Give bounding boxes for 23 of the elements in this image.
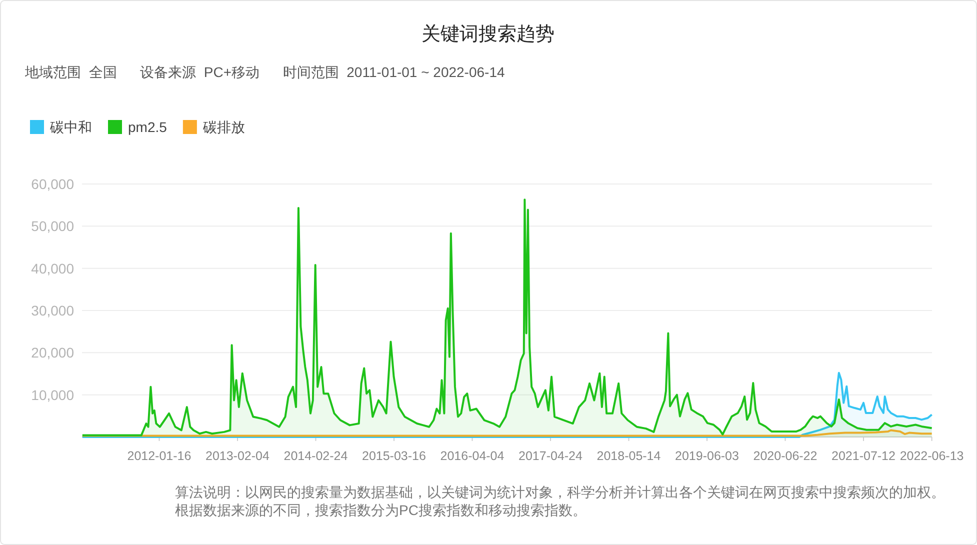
legend-label: pm2.5 [128,119,168,135]
x-tick-label: 2013-02-04 [206,449,270,463]
chart-subtitle: 地域范围 全国 设备来源 PC+移动 时间范围 2011-01-01 ~ 2022-06-14 [24,64,505,80]
y-tick-label: 10,000 [31,386,74,403]
x-tick-label: 2015-03-16 [362,449,426,463]
y-tick-label: 60,000 [31,176,74,192]
chart-title: 关键词搜索趋势 [422,24,554,45]
y-tick-label: 30,000 [31,302,74,318]
y-tick-label: 40,000 [31,260,74,276]
y-tick-label: 20,000 [31,344,74,361]
x-tick-label: 2017-04-24 [518,449,583,463]
legend-label: 碳排放 [202,119,245,135]
x-tick-label: 2020-06-22 [753,449,818,463]
y-tick-label: 50,000 [31,218,74,234]
x-tick-label: 2014-02-24 [284,449,348,463]
x-tick-label: 2016-04-04 [440,449,504,463]
legend-label: 碳中和 [49,119,92,135]
x-tick-label: 2018-05-14 [596,449,661,463]
x-tick-label: 2019-06-03 [675,449,740,463]
x-tick-label: 2012-01-16 [127,449,192,463]
x-tick-label: 2022-06-13 [900,449,964,463]
text: 算法说明：以网民的搜索量为数据基础，以关键词为统计对象，科学分析并计算出各个关键词在网页搜索中搜索频次的加权。根据数据来源的不同，搜索指数分为PC搜索指数和移动搜索指数。 [175,484,945,518]
x-tick-label: 2021-07-12 [832,449,896,463]
